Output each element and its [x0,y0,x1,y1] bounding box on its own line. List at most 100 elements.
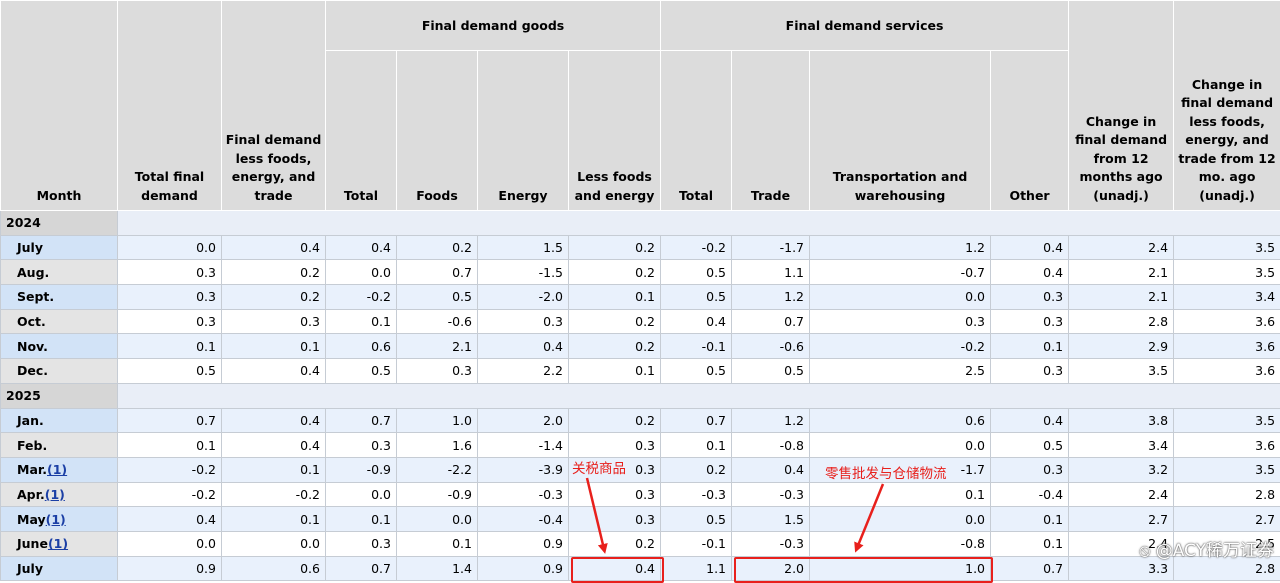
header-total-final-demand: Total final demand [118,1,222,211]
month-label: Jan. [17,413,44,428]
value-cell: 0.4 [118,507,222,532]
value-cell: 0.7 [661,408,732,433]
footnote-link[interactable]: (1) [47,462,67,477]
month-cell: July [1,235,118,260]
value-cell: 0.7 [326,556,397,581]
value-cell: -1.7 [732,235,810,260]
value-cell: 2.4 [1069,235,1174,260]
value-cell: 0.7 [732,309,810,334]
value-cell: 0.3 [326,531,397,556]
value-cell: 0.0 [222,531,326,556]
value-cell: 0.3 [810,309,991,334]
value-cell: 0.0 [118,235,222,260]
footnote-link[interactable]: (1) [48,536,68,551]
value-cell: 0.3 [326,433,397,458]
header-services-trade: Trade [732,51,810,211]
value-cell: 0.4 [569,556,661,581]
value-cell: -0.4 [478,507,569,532]
value-cell: -0.3 [478,482,569,507]
value-cell: 1.5 [732,507,810,532]
value-cell: 0.3 [118,260,222,285]
value-cell: 0.2 [569,235,661,260]
year-row-fill [118,211,1280,236]
month-label: May [17,512,46,527]
value-cell: 2.5 [810,359,991,384]
value-cell: 0.3 [118,309,222,334]
header-final-demand-services: Final demand services [661,1,1069,51]
month-label: July [17,240,43,255]
value-cell: -0.1 [661,531,732,556]
month-cell: July [1,556,118,581]
value-cell: 3.5 [1069,359,1174,384]
value-cell: 0.2 [397,235,478,260]
month-cell: Sept. [1,285,118,310]
value-cell: -2.0 [478,285,569,310]
value-cell: 0.9 [478,531,569,556]
value-cell: 2.7 [1069,507,1174,532]
value-cell: 3.5 [1174,235,1280,260]
year-label: 2024 [1,211,118,236]
value-cell: 0.6 [326,334,397,359]
value-cell: -0.9 [397,482,478,507]
month-cell: Dec. [1,359,118,384]
value-cell: 0.1 [326,507,397,532]
value-cell: 3.5 [1174,260,1280,285]
value-cell: -0.7 [810,260,991,285]
header-goods-foods: Foods [397,51,478,211]
month-label: Sept. [17,289,54,304]
value-cell: 1.4 [397,556,478,581]
value-cell: 0.2 [222,285,326,310]
value-cell: 1.1 [732,260,810,285]
value-cell: 2.2 [478,359,569,384]
month-cell: Feb. [1,433,118,458]
value-cell: 0.5 [661,260,732,285]
value-cell: 0.4 [991,235,1069,260]
value-cell: 0.2 [569,309,661,334]
value-cell: -3.9 [478,457,569,482]
value-cell: 0.1 [222,457,326,482]
value-cell: 0.1 [118,433,222,458]
footnote-link[interactable]: (1) [45,487,65,502]
header-change-core-12m: Change in final demand less foods, energ… [1174,1,1280,211]
value-cell: 0.1 [569,359,661,384]
month-cell: June(1) [1,531,118,556]
month-label: Feb. [17,438,47,453]
value-cell: 0.1 [569,285,661,310]
value-cell: 0.3 [397,359,478,384]
value-cell: 0.5 [118,359,222,384]
value-cell: 1.0 [810,556,991,581]
value-cell: 0.4 [478,334,569,359]
value-cell: 0.6 [810,408,991,433]
value-cell: 1.2 [810,235,991,260]
month-label: Nov. [17,339,48,354]
value-cell: -1.5 [478,260,569,285]
value-cell: 0.4 [222,408,326,433]
value-cell: -0.2 [810,334,991,359]
value-cell: 3.2 [1069,457,1174,482]
value-cell: -0.4 [991,482,1069,507]
value-cell: 2.7 [1174,507,1280,532]
value-cell: 0.6 [222,556,326,581]
value-cell: -0.2 [326,285,397,310]
month-cell: Apr.(1) [1,482,118,507]
value-cell: -0.2 [118,482,222,507]
value-cell: 0.3 [478,309,569,334]
value-cell: 0.7 [118,408,222,433]
value-cell: 0.3 [222,309,326,334]
value-cell: 0.1 [661,433,732,458]
value-cell: 0.3 [569,507,661,532]
value-cell: -0.2 [118,457,222,482]
value-cell: 0.3 [991,457,1069,482]
value-cell: 0.3 [991,359,1069,384]
value-cell: 0.7 [397,260,478,285]
footnote-link[interactable]: (1) [46,512,66,527]
value-cell: -0.8 [732,433,810,458]
header-services-total: Total [661,51,732,211]
value-cell: 3.5 [1174,408,1280,433]
value-cell: 0.0 [810,285,991,310]
value-cell: 0.4 [222,359,326,384]
value-cell: 0.3 [991,309,1069,334]
